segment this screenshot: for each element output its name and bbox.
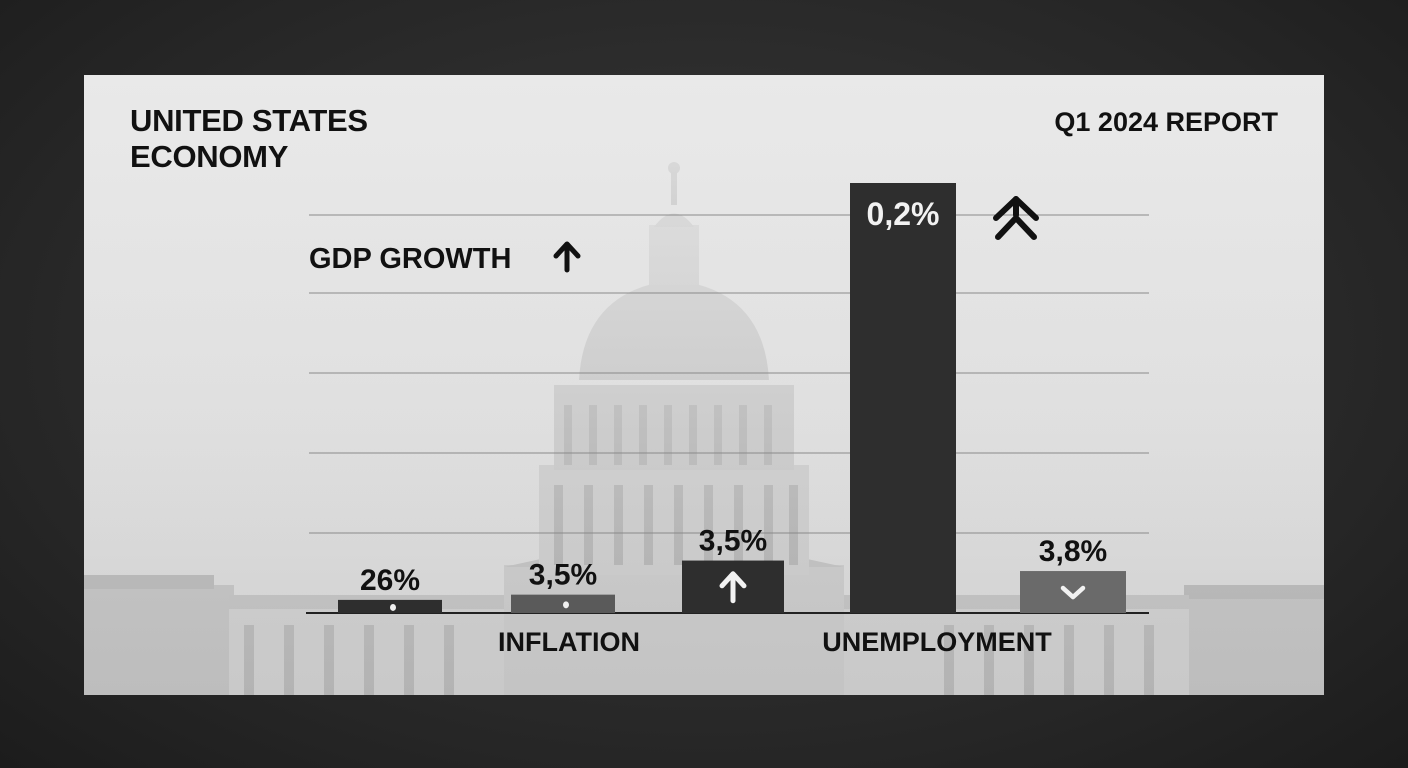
bar-label-5: 3,8%: [1039, 535, 1107, 568]
report-period-label: Q1 2024 REPORT: [1054, 107, 1278, 137]
bar-chart: GDP GROWTH 26% 3,5% 3,5% 0,2% 3,8% INFLATION UN…: [306, 183, 1149, 657]
category-label-2: UNEMPLOYMENT: [822, 627, 1052, 657]
bar-label-1: 26%: [360, 564, 420, 597]
title-line-2: ECONOMY: [130, 139, 289, 174]
bar-4: [850, 183, 956, 613]
bar-5-chevron-down-icon: [1060, 585, 1086, 600]
bar-label-3: 3,5%: [699, 525, 767, 558]
bar-label-2: 3,5%: [529, 559, 597, 592]
title-line-1: UNITED STATES: [130, 103, 368, 138]
gdp-arrow-up-icon: [553, 241, 581, 273]
bar-1: [338, 599, 442, 613]
chart-title: UNITED STATES ECONOMY: [130, 103, 368, 175]
category-label-1: INFLATION: [498, 627, 640, 657]
series-label-gdp-growth: GDP GROWTH: [309, 243, 511, 275]
double-chevron-up-icon-lower: [995, 196, 1037, 240]
bar-3-arrow-up-icon: [719, 571, 747, 604]
bar-2: [511, 594, 615, 613]
bar-label-4: 0,2%: [867, 196, 940, 232]
bar-1-dot-icon: [390, 603, 396, 611]
bar-2-dot-icon: [563, 601, 569, 609]
bar-5: [1020, 571, 1126, 613]
chart-panel: UNITED STATES ECONOMY Q1 2024 REPORT GDP…: [84, 75, 1324, 695]
